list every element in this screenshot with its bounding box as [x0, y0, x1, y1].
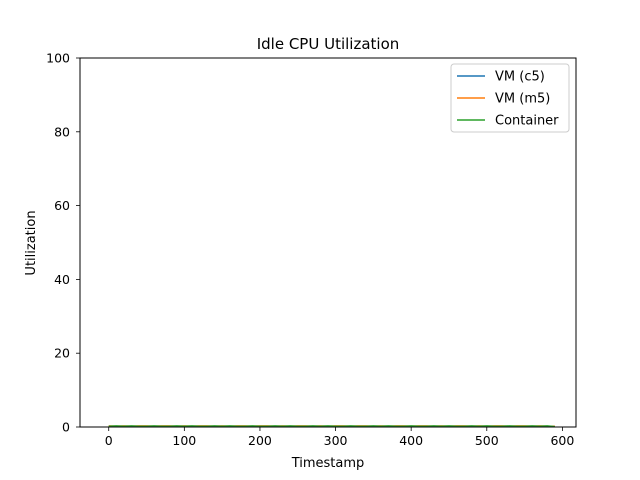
legend-box: [450, 63, 570, 133]
x-tick-label-1: 100: [172, 433, 196, 448]
x-tick-label-0: 0: [105, 433, 113, 448]
x-tick-label-6: 600: [550, 433, 574, 448]
legend-label-0: VM (c5): [495, 70, 545, 85]
x-tick-label-3: 300: [324, 433, 348, 448]
legend: VM (c5) VM (m5) Container: [450, 63, 570, 133]
x-tick-label-4: 400: [399, 433, 423, 448]
series-line-2: [108, 425, 555, 428]
x-axis-ticks: 0 100 200 300 400 500 600: [105, 427, 574, 448]
chart-title: Idle CPU Utilization: [257, 35, 400, 53]
y-tick-label-3: 60: [54, 198, 70, 213]
y-axis-ticks: 0 20 40 60 80 100: [46, 51, 80, 435]
y-tick-label-2: 40: [54, 272, 70, 287]
x-tick-label-5: 500: [475, 433, 499, 448]
y-axis-label: Utilization: [24, 210, 39, 275]
legend-label-1: VM (m5): [495, 92, 550, 107]
y-tick-label-0: 0: [62, 420, 70, 435]
legend-label-2: Container: [495, 114, 559, 129]
x-tick-label-2: 200: [248, 433, 272, 448]
x-axis-label: Timestamp: [291, 456, 365, 471]
plot-area-frame: [79, 57, 577, 428]
y-tick-label-5: 100: [46, 51, 70, 66]
y-tick-label-1: 20: [54, 346, 70, 361]
y-tick-label-4: 80: [54, 124, 70, 139]
